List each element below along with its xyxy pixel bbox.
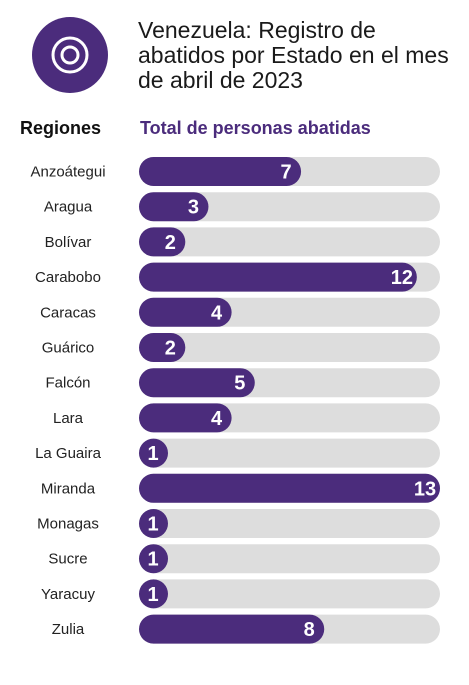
bar-track [139,509,440,538]
bar-track [139,438,440,468]
bar-track [139,579,440,609]
chart-title: Venezuela: Registro de abatidos por Esta… [138,17,449,93]
category-label: Caracas [40,304,96,321]
bar [139,227,186,257]
category-label: Yaracuy [41,586,95,603]
value-label: 7 [281,162,292,184]
value-label: 8 [304,619,315,641]
target-icon [51,36,89,74]
category-label: Anzoátegui [30,164,105,181]
value-label: 2 [165,232,176,254]
bar [139,403,232,433]
category-label: Bolívar [45,234,92,251]
bar [139,368,255,398]
bar [139,157,302,186]
regions-header: Regiones [20,118,102,138]
bar [139,544,168,574]
bar-track [139,544,440,574]
logo [32,17,108,93]
category-label: Lara [53,410,84,427]
value-label: 1 [147,584,158,606]
value-label: 1 [147,549,158,571]
category-label: Zulia [52,621,85,638]
value-label: 1 [147,514,158,536]
category-label: Falcón [45,375,90,392]
total-header: Total de personas abatidas [140,118,371,138]
bar [139,297,232,327]
bar [139,614,325,644]
value-label: 13 [414,478,436,500]
value-label: 2 [165,338,176,360]
bar-track [139,192,440,222]
bar [139,192,209,222]
bar [139,579,168,609]
category-label: Sucre [48,551,87,568]
bar-track [139,227,440,257]
value-label: 4 [211,408,223,430]
bar [139,333,186,362]
value-label: 1 [147,443,158,465]
category-label: La Guaira [35,445,102,462]
value-label: 5 [234,373,245,395]
category-label: Guárico [42,340,95,357]
bar [139,438,168,468]
bar [139,509,168,538]
category-label: Carabobo [35,269,101,286]
category-label: Miranda [41,480,96,497]
value-label: 4 [211,302,223,324]
category-label: Aragua [44,199,93,216]
category-label: Monagas [37,516,99,533]
bar [139,262,417,292]
bar [139,473,440,503]
value-label: 3 [188,197,199,219]
value-label: 12 [391,267,413,289]
bar-track [139,333,440,362]
